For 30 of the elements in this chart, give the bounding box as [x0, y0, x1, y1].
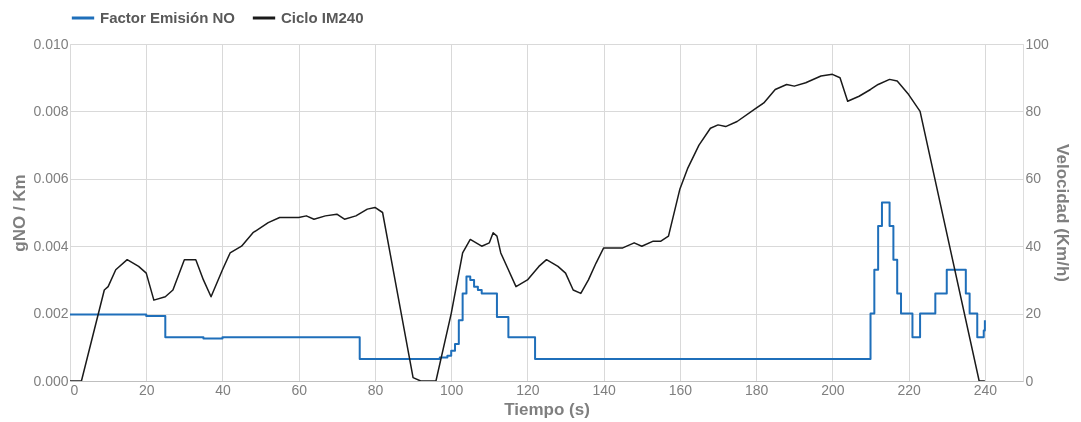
x-tick-label: 40 — [215, 381, 231, 398]
y-tick-label: 0.004 — [33, 237, 69, 254]
y-tick-label: 0.002 — [33, 305, 69, 322]
x-tick-label: 180 — [744, 381, 769, 398]
x-tick-label: 100 — [440, 381, 464, 398]
x-tick-label: 200 — [821, 381, 845, 398]
y2-tick-label: 80 — [1025, 102, 1042, 119]
x-tick-label: 60 — [291, 381, 308, 398]
y2-tick-label: 60 — [1025, 170, 1042, 187]
y2-tick-label: 40 — [1025, 237, 1042, 254]
x-tick-label: 0 — [70, 381, 79, 398]
y-tick-label: 0.010 — [33, 35, 69, 52]
y-tick-label: 0.000 — [33, 372, 69, 389]
y2-axis-title: Velocidad (Km/h) — [1052, 144, 1072, 282]
y2-tick-label: 100 — [1025, 35, 1050, 52]
y-tick-label: 0.008 — [33, 102, 69, 119]
x-tick-label: 240 — [973, 381, 998, 398]
x-tick-label: 140 — [592, 381, 617, 398]
x-tick-label: 20 — [138, 381, 155, 398]
legend-label: Ciclo IM240 — [281, 9, 364, 26]
y-axis-title: gNO / Km — [10, 174, 30, 252]
x-axis-title: Tiempo (s) — [504, 399, 590, 419]
x-tick-label: 120 — [516, 381, 540, 398]
x-tick-label: 160 — [668, 381, 693, 398]
y-tick-label: 0.006 — [33, 170, 69, 187]
y2-tick-label: 20 — [1025, 305, 1042, 322]
x-tick-label: 80 — [367, 381, 384, 398]
x-tick-label: 220 — [897, 381, 922, 398]
line-series — [70, 73, 986, 381]
legend-label: Factor Emisión NO — [100, 9, 236, 26]
